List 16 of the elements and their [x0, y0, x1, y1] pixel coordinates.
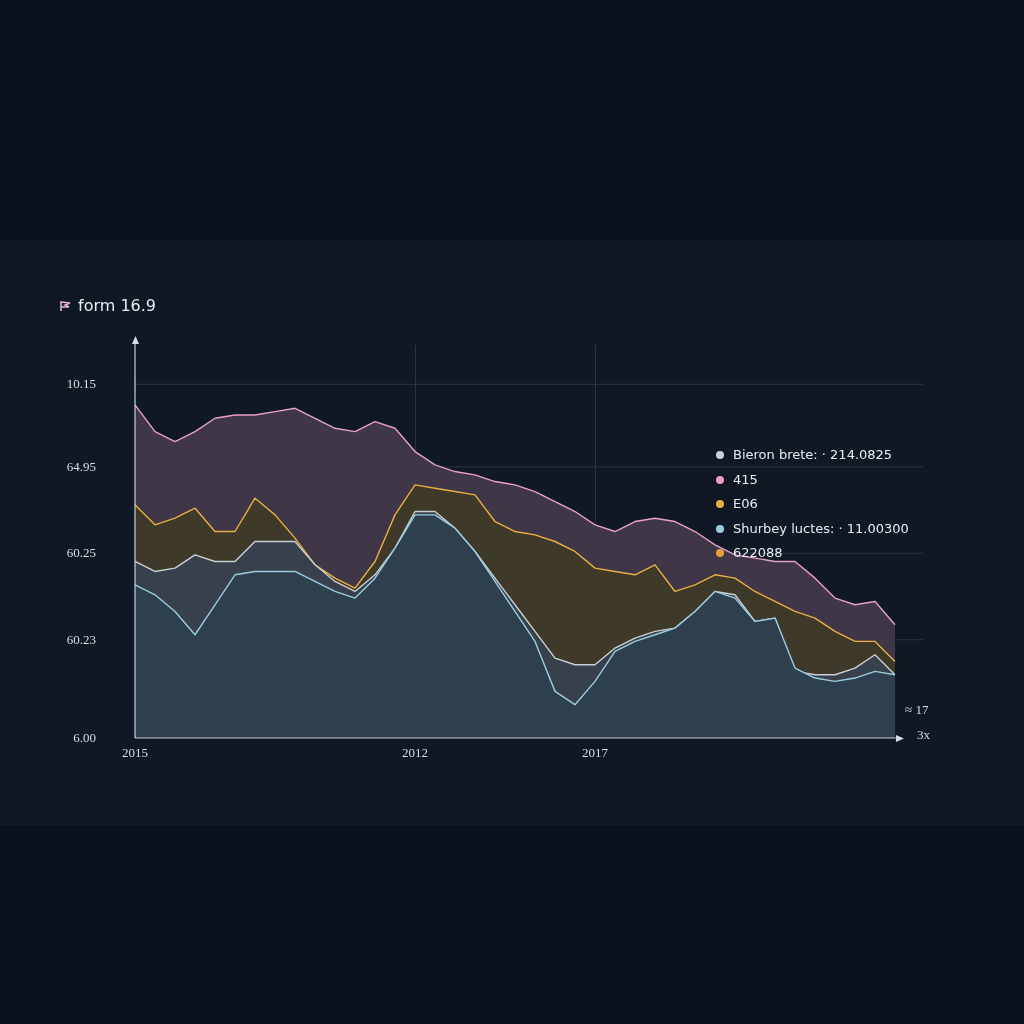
text: 60.23	[66, 631, 96, 648]
annotation: 3x	[917, 727, 930, 743]
annotation: ≈ 17	[905, 702, 929, 718]
x-tick-label: 2017	[582, 745, 609, 761]
legend-label: Bieron brete: · 214.0825	[733, 446, 893, 464]
legend-label: E06	[733, 495, 758, 513]
text: 60.25	[66, 545, 96, 562]
text: 64.95	[66, 458, 96, 475]
legend-label: 415	[733, 470, 758, 489]
text: 10.15	[66, 376, 96, 393]
x-tick-label: 2012	[402, 745, 428, 761]
chart-title: form 16.9	[78, 296, 157, 315]
annotation: 622088	[733, 544, 783, 562]
x-tick-label: 2015	[122, 745, 148, 761]
legend-label: Shurbey luctes: · 11.00300	[733, 519, 909, 538]
text: 6.00	[73, 730, 96, 746]
